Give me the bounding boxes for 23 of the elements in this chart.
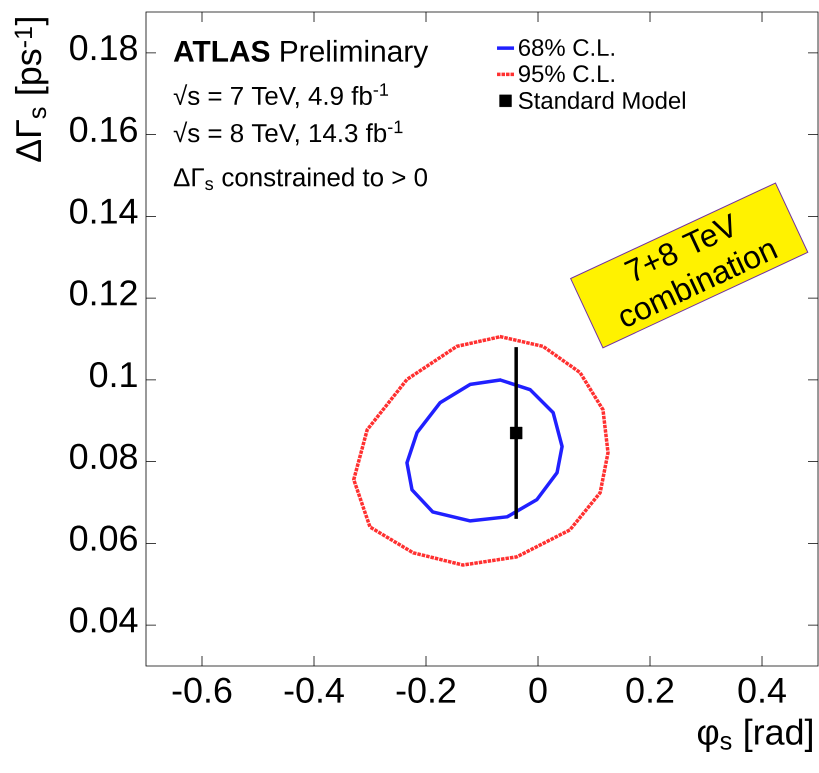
y-tick-label: 0.18 <box>70 35 137 60</box>
y-tick-label: 0.14 <box>70 198 138 224</box>
y-tick-label: 0.06 <box>70 526 137 551</box>
y-tick-label: 0.1 <box>90 362 137 388</box>
y-tick-label: 0.12 <box>70 280 137 306</box>
legend-label: Standard Model <box>518 91 685 109</box>
y-axis-title: ΔΓ$_{s}$ [ps$^{-1}$] <box>14 18 48 162</box>
x-tick-label: 0.2 <box>626 678 674 703</box>
annotation: √s = 7 TeV, 4.9 fb$^{-1}$ <box>174 83 388 108</box>
x-tick-label: 0.4 <box>738 678 786 703</box>
y-tick-label: 0.04 <box>70 607 138 633</box>
annotation: √s = 8 TeV, 14.3 fb$^{-1}$ <box>174 120 402 146</box>
y-tick-label: 0.08 <box>70 444 137 470</box>
x-tick-label: -0.2 <box>396 678 456 703</box>
legend-label: 68% C.L. <box>518 39 614 56</box>
legend-label: 95% C.L. <box>518 65 614 82</box>
annotation: ΔΓ$_{s}$ constrained to > 0 <box>174 167 427 190</box>
x-axis-title: φ$_{s}$ [rad] <box>698 718 812 752</box>
x-tick-label: 0 <box>529 678 547 703</box>
y-tick-label: 0.16 <box>70 116 137 142</box>
x-tick-label: -0.4 <box>284 678 344 703</box>
x-tick-label: -0.6 <box>172 678 232 703</box>
annotation: ATLAS Preliminary <box>174 40 428 68</box>
